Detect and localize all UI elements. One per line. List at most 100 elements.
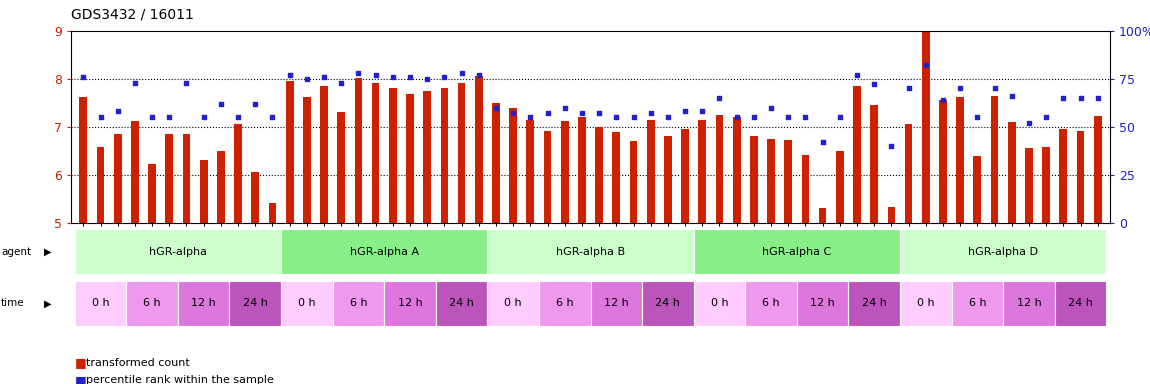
Point bbox=[934, 97, 952, 103]
Bar bbox=[320, 86, 328, 223]
Point bbox=[624, 114, 643, 120]
Bar bbox=[488, 281, 539, 326]
Bar bbox=[990, 96, 998, 223]
Bar bbox=[217, 151, 224, 223]
Point bbox=[417, 76, 436, 82]
Bar bbox=[888, 207, 895, 223]
Text: 0 h: 0 h bbox=[92, 298, 109, 308]
Point bbox=[177, 79, 196, 86]
Bar bbox=[900, 229, 1106, 274]
Point bbox=[1003, 93, 1021, 99]
Bar bbox=[974, 157, 981, 223]
Bar bbox=[166, 134, 174, 223]
Point bbox=[796, 114, 814, 120]
Bar bbox=[286, 81, 293, 223]
Point bbox=[298, 76, 316, 82]
Text: 24 h: 24 h bbox=[243, 298, 268, 308]
Bar bbox=[733, 117, 741, 223]
Point bbox=[91, 114, 109, 120]
Bar bbox=[745, 281, 797, 326]
Text: hGR-alpha B: hGR-alpha B bbox=[555, 247, 626, 257]
Bar bbox=[596, 127, 603, 223]
Bar bbox=[646, 119, 654, 223]
Bar bbox=[75, 229, 281, 274]
Bar bbox=[900, 281, 951, 326]
Point bbox=[899, 85, 918, 91]
Text: 12 h: 12 h bbox=[191, 298, 216, 308]
Bar bbox=[354, 78, 362, 223]
Point bbox=[469, 72, 488, 78]
Text: 0 h: 0 h bbox=[917, 298, 935, 308]
Point bbox=[263, 114, 282, 120]
Bar bbox=[389, 88, 397, 223]
Text: 24 h: 24 h bbox=[1068, 298, 1092, 308]
Bar bbox=[458, 83, 466, 223]
Bar bbox=[269, 203, 276, 223]
Bar bbox=[527, 119, 535, 223]
Bar bbox=[693, 281, 745, 326]
Bar bbox=[642, 281, 693, 326]
Point bbox=[435, 74, 453, 80]
Bar bbox=[630, 141, 637, 223]
Text: 12 h: 12 h bbox=[811, 298, 835, 308]
Point bbox=[728, 114, 746, 120]
Point bbox=[1072, 95, 1090, 101]
Text: ▶: ▶ bbox=[44, 247, 52, 257]
Point bbox=[590, 110, 608, 116]
Point bbox=[160, 114, 178, 120]
Text: transformed count: transformed count bbox=[86, 358, 190, 368]
Bar bbox=[544, 131, 551, 223]
Text: 0 h: 0 h bbox=[505, 298, 522, 308]
Bar bbox=[1007, 122, 1015, 223]
Text: 6 h: 6 h bbox=[555, 298, 574, 308]
Bar bbox=[853, 86, 861, 223]
Bar bbox=[1055, 281, 1106, 326]
Bar bbox=[440, 88, 448, 223]
Bar bbox=[664, 136, 672, 223]
Bar bbox=[940, 100, 946, 223]
Text: 6 h: 6 h bbox=[762, 298, 780, 308]
Text: 12 h: 12 h bbox=[604, 298, 629, 308]
Bar bbox=[797, 281, 849, 326]
Bar bbox=[79, 97, 87, 223]
Bar bbox=[252, 172, 259, 223]
Point bbox=[573, 110, 591, 116]
Bar bbox=[836, 151, 844, 223]
Bar bbox=[715, 115, 723, 223]
Bar bbox=[1042, 147, 1050, 223]
Text: GDS3432 / 16011: GDS3432 / 16011 bbox=[71, 7, 194, 21]
Point bbox=[108, 108, 126, 114]
Point bbox=[779, 114, 797, 120]
Point bbox=[521, 114, 539, 120]
Bar bbox=[302, 97, 310, 223]
Point bbox=[486, 104, 505, 111]
Point bbox=[452, 70, 470, 76]
Point bbox=[1020, 120, 1038, 126]
Bar bbox=[126, 281, 178, 326]
Text: time: time bbox=[1, 298, 25, 308]
Bar bbox=[849, 281, 900, 326]
Bar bbox=[509, 109, 518, 223]
Point bbox=[384, 74, 402, 80]
Point bbox=[813, 139, 831, 145]
Point bbox=[830, 114, 849, 120]
Text: hGR-alpha C: hGR-alpha C bbox=[762, 247, 831, 257]
Bar bbox=[235, 124, 242, 223]
Text: 12 h: 12 h bbox=[1017, 298, 1041, 308]
Point bbox=[1089, 95, 1107, 101]
Bar bbox=[1003, 281, 1055, 326]
Point bbox=[281, 72, 299, 78]
Point bbox=[951, 85, 969, 91]
Text: ▶: ▶ bbox=[44, 298, 52, 308]
Text: 24 h: 24 h bbox=[861, 298, 887, 308]
Point bbox=[367, 72, 385, 78]
Point bbox=[143, 114, 161, 120]
Bar bbox=[613, 131, 620, 223]
Text: 0 h: 0 h bbox=[711, 298, 728, 308]
Point bbox=[711, 95, 729, 101]
Bar bbox=[337, 113, 345, 223]
Bar bbox=[371, 83, 380, 223]
Point bbox=[1055, 95, 1073, 101]
Bar bbox=[230, 281, 281, 326]
Bar bbox=[1076, 131, 1084, 223]
